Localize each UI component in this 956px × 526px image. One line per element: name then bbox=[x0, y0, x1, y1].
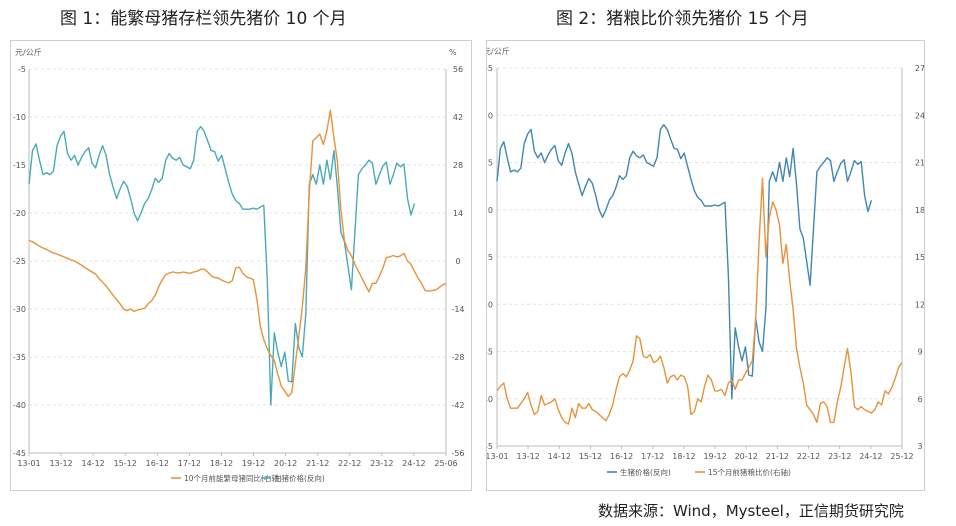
x-tick-label: 19-12 bbox=[242, 459, 265, 468]
right-tick-label: 56 bbox=[453, 65, 463, 74]
right-tick-label: 15 bbox=[915, 253, 924, 262]
right-tick-label: -28 bbox=[451, 353, 464, 362]
data-source-note: 数据来源：Wind，Mysteel，正信期货研究院 bbox=[598, 502, 904, 520]
right-tick-label: 24 bbox=[915, 111, 924, 120]
chart-panel-2: 元/公斤 -5 -10 -15 -20 -25 -30 -35 -40 -45 27 24 21 18 15… bbox=[486, 40, 925, 491]
right-unit-label: % bbox=[449, 48, 457, 57]
left-tick-label: -30 bbox=[487, 300, 493, 309]
x-tick-label: 18-12 bbox=[672, 452, 695, 461]
right-tick-label: 14 bbox=[453, 209, 463, 218]
x-tick-label: 15-12 bbox=[579, 452, 602, 461]
left-tick-label: -25 bbox=[13, 257, 26, 266]
right-tick-label: 21 bbox=[915, 159, 924, 168]
left-unit-label: 元/公斤 bbox=[15, 47, 42, 57]
left-tick-label: -15 bbox=[487, 159, 493, 168]
series-line-right-axis-series bbox=[496, 177, 903, 425]
left-tick-label: -35 bbox=[13, 353, 26, 362]
left-tick-label: -10 bbox=[487, 111, 493, 120]
x-tick-label: 19-12 bbox=[703, 452, 726, 461]
x-tick-label: 21-12 bbox=[766, 452, 789, 461]
x-tick-label: 23-12 bbox=[370, 459, 393, 468]
series-line-pig-price bbox=[496, 124, 873, 400]
x-tick-label: 17-12 bbox=[178, 459, 201, 468]
x-tick-label: 24-12 bbox=[402, 459, 425, 468]
right-tick-label: 6 bbox=[917, 395, 922, 404]
right-tick-label: 42 bbox=[453, 113, 463, 122]
left-tick-label: -15 bbox=[13, 161, 26, 170]
chart-2-svg: 元/公斤 -5 -10 -15 -20 -25 -30 -35 -40 -45 27 24 21 18 15… bbox=[487, 46, 924, 477]
series-line-right-axis-series bbox=[28, 109, 447, 398]
x-tick-label: 13-12 bbox=[517, 452, 540, 461]
right-tick-label: 18 bbox=[915, 206, 924, 215]
x-tick-label: 17-12 bbox=[641, 452, 664, 461]
legend-entry: 10个月前能繁母猪同比(右轴) bbox=[184, 473, 282, 483]
left-tick-label: -20 bbox=[487, 206, 493, 215]
x-tick-label: 16-12 bbox=[610, 452, 633, 461]
x-tick-label: 22-12 bbox=[797, 452, 820, 461]
figure-2-title: 图 2：猪粮比价领先猪价 15 个月 bbox=[556, 9, 809, 29]
legend-entry: 15个月前猪粮比价(右轴) bbox=[708, 467, 791, 477]
left-tick-label: -40 bbox=[487, 395, 493, 404]
left-tick-label: -45 bbox=[13, 449, 26, 458]
x-tick-label: 14-12 bbox=[82, 459, 105, 468]
legend-entry: 生猪价格(反向) bbox=[274, 473, 325, 483]
x-tick-label: 16-12 bbox=[146, 459, 169, 468]
left-tick-label: -45 bbox=[487, 442, 493, 451]
x-tick-label: 15-12 bbox=[114, 459, 137, 468]
x-tick-label: 22-12 bbox=[338, 459, 361, 468]
x-tick-label: 23-12 bbox=[828, 452, 851, 461]
left-tick-label: -5 bbox=[487, 64, 493, 73]
left-tick-label: -35 bbox=[487, 348, 493, 357]
left-tick-label: -5 bbox=[18, 65, 26, 74]
legend-entry: 生猪价格(反向) bbox=[620, 467, 671, 477]
right-tick-label: -42 bbox=[451, 401, 464, 410]
series-line-pig-price bbox=[28, 125, 416, 406]
x-tick-label: 20-12 bbox=[735, 452, 758, 461]
left-tick-label: -10 bbox=[13, 113, 26, 122]
x-tick-label: 20-12 bbox=[274, 459, 297, 468]
x-tick-label: 13-12 bbox=[49, 459, 72, 468]
left-tick-label: -25 bbox=[487, 253, 493, 262]
x-tick-label: 21-12 bbox=[306, 459, 329, 468]
x-tick-label: 24-12 bbox=[859, 452, 882, 461]
x-tick-label: 18-12 bbox=[210, 459, 233, 468]
x-tick-label: 14-12 bbox=[548, 452, 571, 461]
right-tick-label: 28 bbox=[453, 161, 463, 170]
right-tick-label: -56 bbox=[451, 449, 464, 458]
right-tick-label: -14 bbox=[451, 305, 464, 314]
chart-panel-1: 元/公斤% -5 -10 -15 -20 -25 -30 -35 -40 -45 56 42 28 14 0… bbox=[10, 40, 472, 491]
chart-1-svg: 元/公斤 % -5 -10 -15 -20 -25 -30 -35 -40 -45 56 42 28 14 0… bbox=[13, 47, 465, 483]
left-tick-label: -40 bbox=[13, 401, 26, 410]
left-unit-label: 元/公斤 bbox=[487, 46, 510, 56]
right-tick-label: 9 bbox=[917, 348, 922, 357]
x-tick-label: 25-06 bbox=[434, 459, 457, 468]
x-tick-label: 25-12 bbox=[890, 452, 913, 461]
x-tick-label: 13-01 bbox=[17, 459, 40, 468]
right-tick-label: 12 bbox=[915, 300, 924, 309]
figure-1-title: 图 1：能繁母猪存栏领先猪价 10 个月 bbox=[60, 9, 347, 29]
x-tick-label: 13-01 bbox=[487, 452, 509, 461]
right-tick-label: 3 bbox=[917, 442, 922, 451]
right-tick-label: 0 bbox=[455, 257, 460, 266]
left-tick-label: -30 bbox=[13, 305, 26, 314]
right-tick-label: 27 bbox=[915, 64, 924, 73]
left-tick-label: -20 bbox=[13, 209, 26, 218]
